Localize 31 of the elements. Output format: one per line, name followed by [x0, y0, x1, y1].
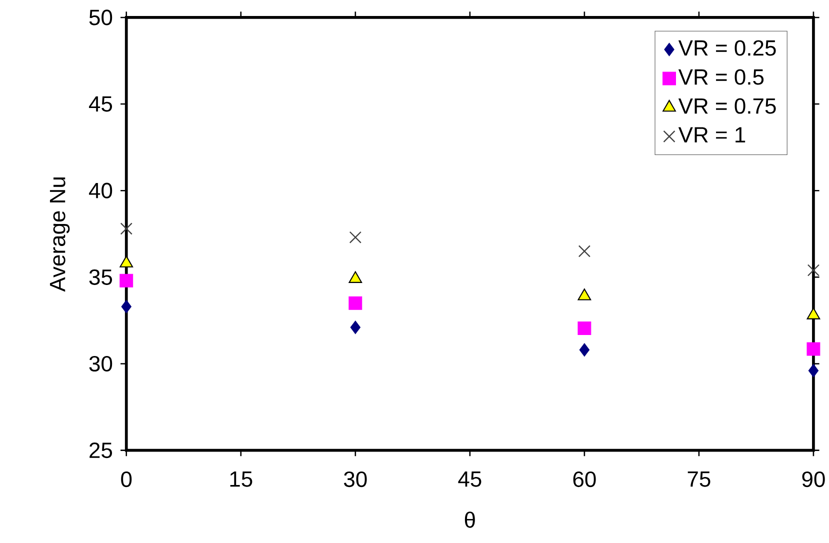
y-axis-title: Average Nu [50, 177, 70, 292]
point [807, 264, 820, 276]
x-tick-label: 30 [344, 471, 367, 487]
x-tick-label: 45 [458, 471, 482, 487]
y-tick-label: 50 [89, 9, 112, 26]
x-axis-title: θ [464, 511, 475, 528]
point [349, 231, 362, 244]
x-tick-label: 0 [121, 471, 132, 487]
legend-label: VR = 1 [678, 126, 746, 142]
y-tick-label: 30 [89, 356, 112, 372]
point [806, 342, 820, 356]
point [348, 296, 362, 310]
y-tick-label: 45 [88, 96, 112, 112]
x-tick-label: 60 [573, 471, 596, 487]
point [578, 321, 592, 335]
x-tick-label: 90 [802, 471, 825, 487]
point [350, 320, 361, 334]
x-tick-label: 15 [230, 471, 252, 487]
point [579, 342, 590, 356]
point [120, 222, 132, 235]
point [120, 274, 134, 288]
point [121, 300, 132, 314]
y-tick-label: 35 [89, 269, 112, 285]
legend-label: VR = 0.5 [678, 68, 764, 85]
point [808, 364, 819, 378]
legend-label: VR = 0.25 [678, 40, 776, 56]
y-tick-label: 40 [88, 182, 112, 198]
legend-label: VR = 0.75 [678, 98, 776, 114]
y-tick-label: 25 [90, 442, 112, 458]
x-tick-label: 75 [688, 471, 710, 487]
point [578, 244, 591, 258]
